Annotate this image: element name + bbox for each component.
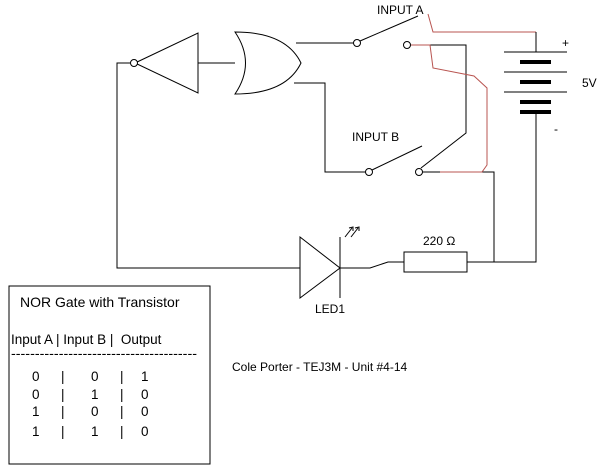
switch-a-contact	[403, 41, 411, 49]
svg-text:0: 0	[141, 424, 149, 439]
switch-a-pivot	[353, 39, 361, 47]
label-led: LED1	[315, 302, 345, 316]
buffer-gate-symbol	[133, 32, 199, 94]
svg-text:|: |	[61, 424, 65, 439]
wires	[116, 42, 537, 269]
label-battery-minus: -	[554, 122, 558, 136]
label-battery-voltage: 5V	[582, 76, 597, 90]
label-resistor: 220 Ω	[423, 234, 455, 248]
switch-input-b	[365, 145, 423, 176]
truth-table-header: Input A | Input B | Output	[11, 332, 162, 347]
wire-switch-a-right	[410, 44, 467, 169]
label-input-b: INPUT B	[352, 130, 399, 144]
svg-text:0: 0	[141, 404, 149, 419]
switch-b-pivot	[365, 168, 373, 176]
or-gate-symbol	[234, 31, 302, 95]
svg-text:0: 0	[141, 387, 149, 402]
svg-text:1: 1	[91, 387, 99, 402]
switch-input-a	[353, 15, 419, 49]
battery-symbol	[504, 51, 567, 114]
svg-text:|: |	[120, 369, 124, 384]
truth-table-separator: ---------------------------------------	[11, 346, 197, 361]
truth-table-row: 1 | 0 | 0	[32, 404, 149, 419]
svg-text:1: 1	[91, 424, 99, 439]
truth-table-border	[8, 285, 211, 465]
svg-text:0: 0	[32, 369, 40, 384]
wire-switch-b-right	[420, 171, 495, 262]
wire-or-input-b	[294, 82, 368, 173]
buffer-output-node	[130, 59, 138, 67]
svg-text:1: 1	[141, 369, 149, 384]
truth-table-row: 0 | 0 | 1	[32, 369, 149, 384]
switch-b-contact	[415, 168, 423, 176]
wire-led-resistor	[340, 261, 404, 269]
label-battery-plus: +	[562, 36, 569, 50]
svg-text:|: |	[120, 387, 124, 402]
wire-battery-minus	[494, 112, 537, 263]
switch-b-lever	[371, 145, 423, 171]
truth-table: NOR Gate with Transistor Input A | Input…	[8, 285, 211, 465]
led-symbol	[270, 226, 360, 299]
svg-text:0: 0	[91, 404, 99, 419]
wire-feedback-loop	[116, 62, 270, 269]
svg-text:0: 0	[32, 387, 40, 402]
svg-text:|: |	[61, 369, 65, 384]
svg-text:|: |	[61, 404, 65, 419]
svg-text:0: 0	[91, 369, 99, 384]
svg-text:1: 1	[32, 424, 40, 439]
switch-a-lever	[359, 15, 419, 42]
svg-text:1: 1	[32, 404, 40, 419]
truth-table-row: 1 | 1 | 0	[32, 424, 149, 439]
truth-table-row: 0 | 1 | 0	[32, 387, 149, 402]
svg-text:|: |	[61, 387, 65, 402]
wire-highlight	[410, 13, 537, 173]
resistor-symbol	[403, 251, 468, 273]
truth-table-title: NOR Gate with Transistor	[20, 294, 180, 310]
svg-text:|: |	[120, 404, 124, 419]
credit-text: Cole Porter - TEJ3M - Unit #4-14	[232, 360, 407, 374]
svg-text:|: |	[120, 424, 124, 439]
label-input-a: INPUT A	[377, 3, 423, 17]
